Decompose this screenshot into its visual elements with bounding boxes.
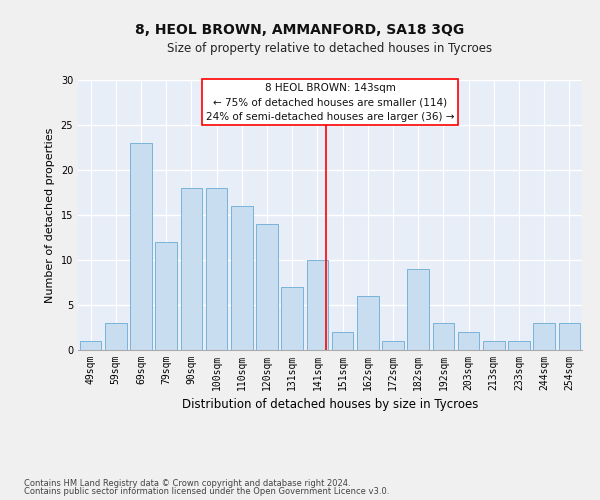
- Bar: [508, 341, 530, 350]
- Bar: [332, 332, 353, 350]
- Bar: [80, 341, 101, 350]
- Bar: [130, 143, 152, 350]
- Bar: [407, 269, 429, 350]
- Bar: [533, 323, 555, 350]
- Bar: [357, 296, 379, 350]
- Bar: [256, 224, 278, 350]
- Title: Size of property relative to detached houses in Tycroes: Size of property relative to detached ho…: [167, 42, 493, 55]
- Bar: [231, 206, 253, 350]
- Bar: [155, 242, 177, 350]
- Y-axis label: Number of detached properties: Number of detached properties: [45, 128, 55, 302]
- Bar: [458, 332, 479, 350]
- Bar: [307, 260, 328, 350]
- Bar: [382, 341, 404, 350]
- Text: Contains public sector information licensed under the Open Government Licence v3: Contains public sector information licen…: [24, 487, 389, 496]
- Bar: [559, 323, 580, 350]
- Text: Contains HM Land Registry data © Crown copyright and database right 2024.: Contains HM Land Registry data © Crown c…: [24, 478, 350, 488]
- Bar: [105, 323, 127, 350]
- Text: 8 HEOL BROWN: 143sqm
← 75% of detached houses are smaller (114)
24% of semi-deta: 8 HEOL BROWN: 143sqm ← 75% of detached h…: [206, 82, 454, 122]
- Bar: [483, 341, 505, 350]
- Bar: [181, 188, 202, 350]
- Bar: [206, 188, 227, 350]
- Text: 8, HEOL BROWN, AMMANFORD, SA18 3QG: 8, HEOL BROWN, AMMANFORD, SA18 3QG: [136, 22, 464, 36]
- X-axis label: Distribution of detached houses by size in Tycroes: Distribution of detached houses by size …: [182, 398, 478, 411]
- Bar: [433, 323, 454, 350]
- Bar: [281, 287, 303, 350]
